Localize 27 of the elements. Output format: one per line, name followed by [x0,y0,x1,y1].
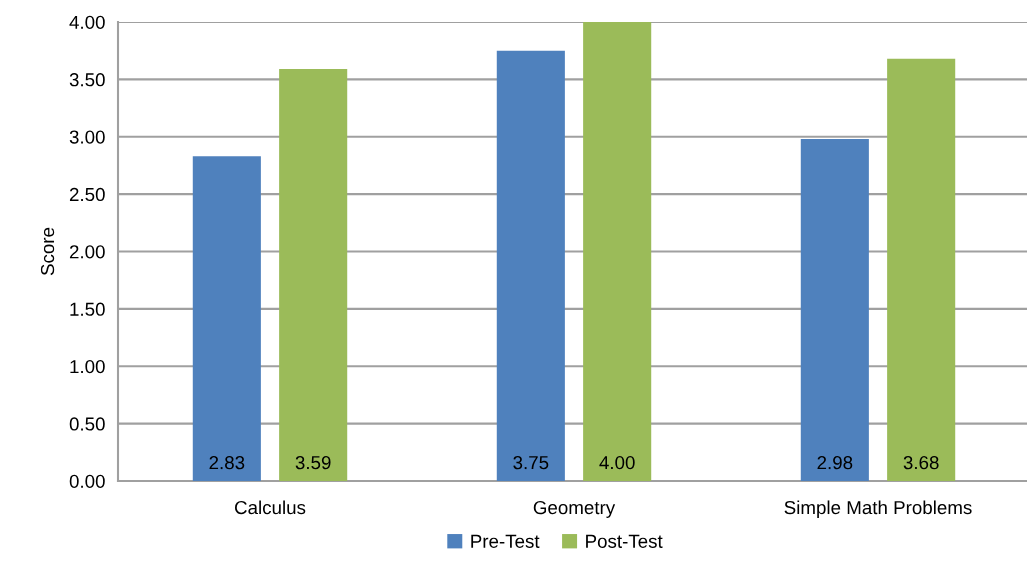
bar [192,156,261,481]
bar [583,22,652,481]
bar [279,69,348,481]
y-tick-label: 2.50 [69,187,105,202]
bar [496,50,565,481]
x-tick-label: Geometry [533,500,616,518]
data-label: 3.75 [513,455,549,470]
y-axis-title: Score [40,227,55,276]
data-label: 3.59 [295,455,331,470]
bar [800,139,869,481]
data-label: 2.83 [209,455,245,470]
bar [887,58,956,481]
data-label: 4.00 [599,455,635,470]
y-tick-label: 2.00 [69,245,105,259]
legend-label: Pre-Test [471,534,540,548]
x-tick-label: Calculus [235,500,306,515]
y-tick-label: 3.50 [69,73,105,87]
y-tick-label: 0.00 [69,474,105,488]
y-tick-label: 1.00 [70,359,105,374]
data-label: 2.98 [817,455,853,470]
data-label: 3.68 [903,455,939,470]
legend-label: Post-Test [586,534,663,548]
y-tick-label: 4.00 [69,15,105,29]
y-tick-label: 3.00 [69,130,105,144]
y-tick-label: 0.50 [69,417,105,431]
y-tick-label: 1.50 [70,302,105,316]
x-tick-label: Simple Math Problems [784,500,972,518]
